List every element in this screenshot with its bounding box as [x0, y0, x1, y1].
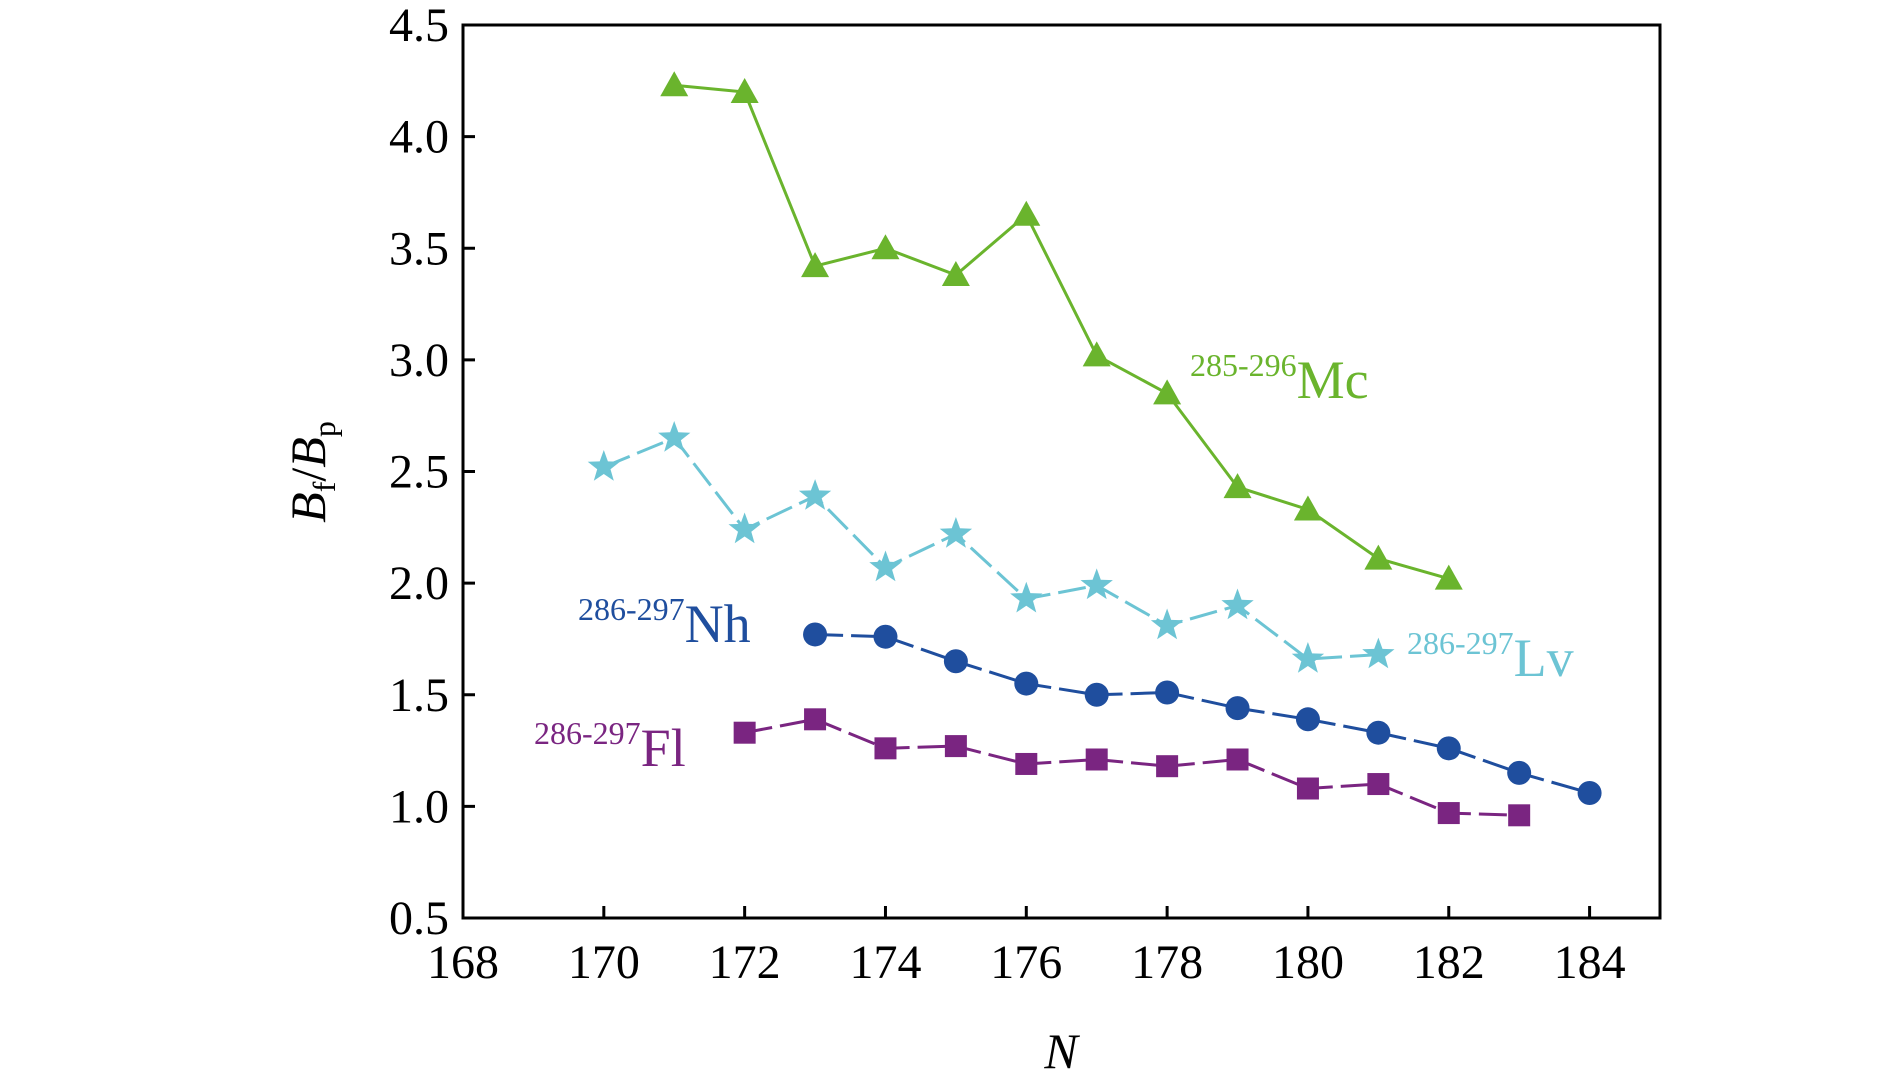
- series-line-nh: [815, 633, 1591, 795]
- series-label-mc-main: Mc: [1297, 350, 1369, 410]
- y-axis-title: Bf/Bp: [280, 421, 342, 523]
- x-axis-ticks: 168 170 172 174 176 178 180 182 184: [427, 906, 1626, 989]
- x-tick-label: 172: [709, 936, 781, 989]
- data-point-nh: [1295, 707, 1320, 732]
- data-point-fl: [874, 737, 897, 760]
- data-point-fl: [1226, 748, 1249, 771]
- data-point-lv: [939, 517, 973, 548]
- data-point-fl: [1508, 804, 1531, 827]
- series-label-nh-main: Nh: [685, 594, 751, 654]
- data-point-nh: [803, 622, 828, 647]
- y-axis-title-b1: B: [280, 492, 336, 523]
- data-point-fl: [1296, 777, 1319, 800]
- data-point-nh: [1366, 720, 1391, 745]
- data-point-fl: [1367, 773, 1390, 796]
- series-label-nh-sup: 286-297: [578, 591, 685, 627]
- data-point-fl: [1015, 752, 1038, 775]
- series-label-mc: 285-296Mc: [1190, 347, 1369, 410]
- data-point-nh: [1225, 696, 1250, 721]
- data-point-nh: [1084, 682, 1109, 707]
- series-line-mc: [674, 83, 1450, 581]
- data-point-mc: [1082, 341, 1111, 367]
- data-point-lv: [1221, 588, 1254, 620]
- x-tick-label: 182: [1413, 936, 1485, 989]
- x-tick-label: 184: [1554, 936, 1626, 989]
- series-label-lv: 286-297Lv: [1407, 625, 1574, 688]
- x-tick-label: 168: [427, 936, 499, 989]
- data-point-nh: [943, 649, 968, 674]
- data-point-lv: [1080, 568, 1113, 600]
- x-tick-label: 170: [568, 936, 640, 989]
- data-point-fl: [1437, 802, 1460, 825]
- data-point-mc: [1364, 544, 1393, 570]
- series-label-lv-sup: 286-297: [1407, 625, 1514, 661]
- data-point-nh: [1507, 760, 1532, 785]
- plot-frame: [461, 23, 1662, 920]
- data-point-lv: [658, 421, 691, 452]
- data-point-nh: [873, 624, 898, 649]
- x-tick-label: 174: [849, 936, 921, 989]
- series-label-fl-main: Fl: [641, 718, 686, 778]
- series-markers: [587, 71, 1602, 827]
- data-point-lv: [728, 512, 761, 544]
- y-axis-title-sub2: p: [306, 421, 342, 437]
- data-point-fl: [944, 735, 967, 758]
- data-point-mc: [1293, 495, 1322, 521]
- data-point-lv: [1150, 608, 1184, 640]
- data-point-nh: [1436, 736, 1461, 761]
- y-tick-label: 1.5: [389, 669, 449, 722]
- data-point-fl: [1085, 748, 1108, 771]
- y-tick-label: 2.0: [389, 557, 449, 610]
- y-tick-label: 4.5: [389, 0, 449, 52]
- data-point-mc: [941, 261, 970, 287]
- series-label-mc-sup: 285-296: [1190, 347, 1297, 383]
- y-tick-label: 1.0: [389, 780, 449, 833]
- data-point-mc: [871, 234, 900, 260]
- x-tick-label: 176: [990, 936, 1062, 989]
- data-point-lv: [587, 450, 620, 481]
- x-tick-label: 180: [1272, 936, 1344, 989]
- x-tick-label: 178: [1131, 936, 1203, 989]
- data-point-mc: [1012, 200, 1041, 226]
- y-tick-label: 2.5: [389, 446, 449, 499]
- y-axis-title-slash: /: [280, 468, 336, 482]
- data-point-lv: [798, 479, 832, 510]
- y-tick-label: 3.5: [389, 222, 449, 275]
- series-label-fl-sup: 286-297: [534, 715, 641, 751]
- y-tick-label: 0.5: [389, 892, 449, 945]
- data-point-fl: [804, 708, 827, 731]
- y-axis-title-b2: B: [280, 437, 336, 468]
- data-point-lv: [869, 550, 902, 582]
- data-point-fl: [733, 721, 756, 744]
- data-point-fl: [1156, 755, 1179, 778]
- y-tick-label: 3.0: [389, 334, 449, 387]
- series-line-fl: [744, 717, 1520, 817]
- data-point-lv: [1362, 637, 1395, 669]
- data-point-nh: [1155, 680, 1180, 705]
- series-line-lv: [603, 436, 1379, 661]
- data-point-mc: [660, 71, 689, 97]
- series-label-nh: 286-297Nh: [578, 591, 751, 654]
- data-point-mc: [1434, 564, 1463, 590]
- data-point-lv: [1010, 581, 1043, 613]
- series-label-lv-main: Lv: [1514, 628, 1574, 688]
- series-label-fl: 286-297Fl: [534, 715, 686, 778]
- data-point-nh: [1014, 671, 1039, 696]
- data-point-mc: [1223, 473, 1252, 499]
- y-axis-ticks: 0.5 1.0 1.5 2.0 2.5 3.0 3.5 4.0 4.5: [389, 0, 475, 945]
- x-axis-title: N: [1043, 1023, 1080, 1075]
- y-tick-label: 4.0: [389, 111, 449, 164]
- data-point-nh: [1577, 780, 1602, 805]
- data-point-mc: [801, 252, 830, 278]
- data-point-mc: [730, 77, 759, 103]
- data-point-lv: [1291, 642, 1325, 673]
- y-axis-title-sub1: f: [306, 481, 342, 492]
- data-point-mc: [1153, 379, 1182, 405]
